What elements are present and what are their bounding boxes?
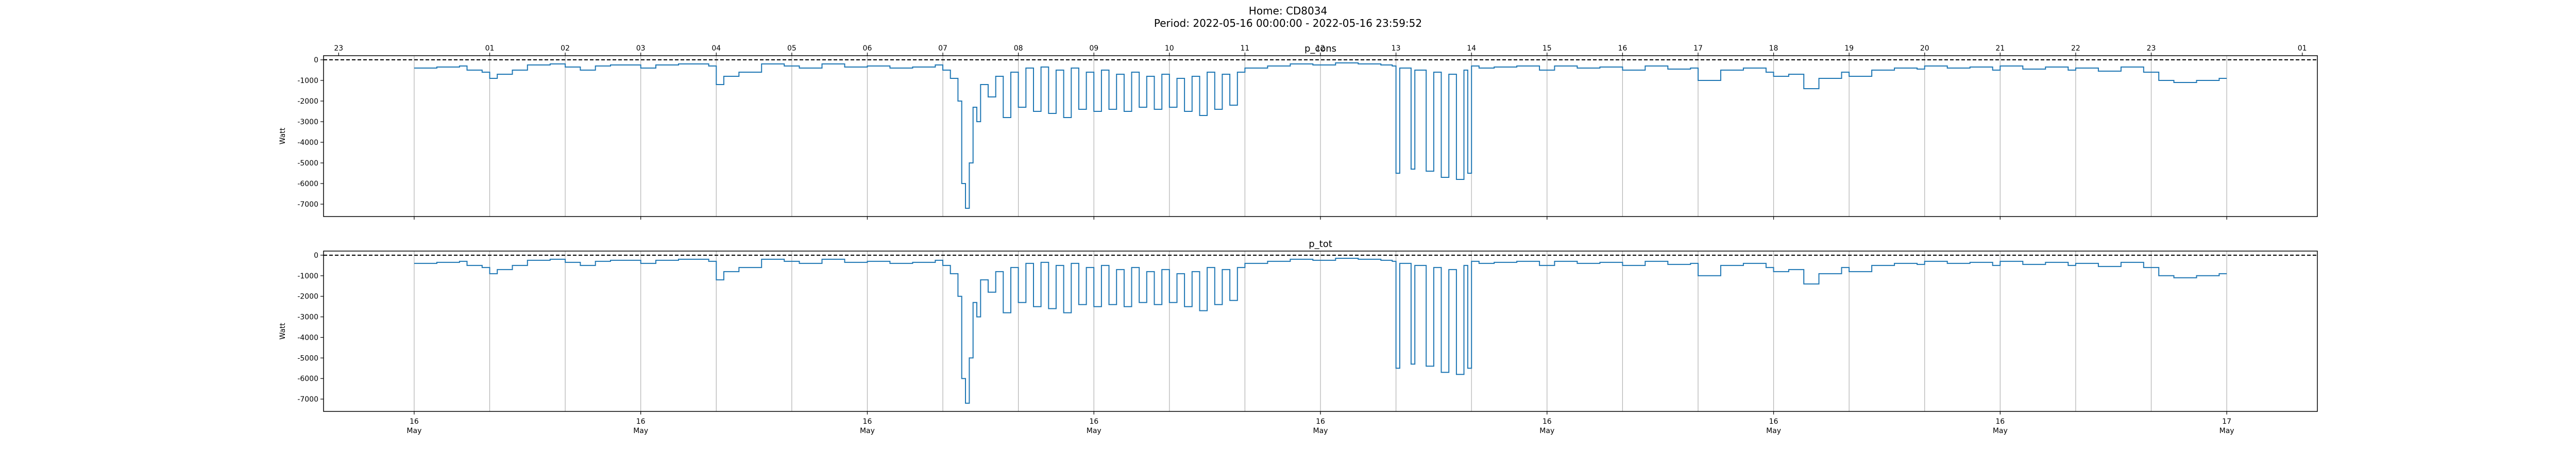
bottom-day-tick-label: 16 [1769, 418, 1778, 426]
bottom-day-tick-label: 17 [2222, 418, 2231, 426]
top-hour-tick-label: 02 [561, 44, 570, 53]
y-tick-label: -2000 [297, 97, 318, 106]
top-hour-tick-label: 09 [1089, 44, 1098, 53]
figure-title-period: Period: 2022-05-16 00:00:00 - 2022-05-16… [1154, 17, 1422, 29]
top-hour-tick-label: 04 [711, 44, 721, 53]
top-hour-tick-label: 13 [1392, 44, 1401, 53]
y-tick-label: -2000 [297, 293, 318, 301]
bottom-day-tick-label: 16 [1089, 418, 1098, 426]
bottom-day-tick-label: 16 [1995, 418, 2005, 426]
top-hour-tick-label: 07 [938, 44, 947, 53]
y-tick-label: -1000 [297, 77, 318, 85]
series-line-p_cons [414, 62, 2227, 209]
bottom-month-tick-label: May [860, 427, 875, 435]
y-tick-label: -5000 [297, 354, 318, 362]
top-hour-tick-label: 15 [1543, 44, 1552, 53]
top-hour-tick-label: 05 [787, 44, 796, 53]
y-tick-label: -7000 [297, 201, 318, 209]
top-hour-tick-label: 23 [334, 44, 343, 53]
y-tick-label: -3000 [297, 313, 318, 322]
y-tick-label: -4000 [297, 334, 318, 342]
bottom-day-tick-label: 16 [863, 418, 872, 426]
panel-title: p_cons [1304, 43, 1336, 54]
top-hour-tick-label: 03 [636, 44, 646, 53]
bottom-month-tick-label: May [406, 427, 421, 435]
panel-title: p_tot [1309, 239, 1332, 250]
figure-title-home: Home: CD8034 [1249, 5, 1327, 17]
bottom-day-tick-label: 16 [636, 418, 646, 426]
y-tick-label: 0 [314, 252, 318, 260]
y-tick-label: 0 [314, 56, 318, 64]
y-tick-label: -4000 [297, 139, 318, 147]
y-tick-label: -6000 [297, 180, 318, 188]
top-hour-tick-label: 19 [1844, 44, 1854, 53]
y-tick-label: -1000 [297, 272, 318, 280]
top-hour-tick-label: 22 [2071, 44, 2080, 53]
y-tick-label: -7000 [297, 395, 318, 404]
y-tick-label: -5000 [297, 159, 318, 168]
y-axis-label: Watt [279, 127, 287, 144]
top-hour-tick-label: 06 [863, 44, 872, 53]
top-hour-tick-label: 16 [1618, 44, 1627, 53]
bottom-day-tick-label: 16 [1543, 418, 1552, 426]
top-hour-tick-label: 08 [1014, 44, 1023, 53]
p-cons-panel: p_cons 0 -1000 -2000 -3000 -4000 -5000 -6000 -70… [279, 43, 2318, 220]
top-hour-tick-label: 17 [1693, 44, 1703, 53]
series-line-p_tot [414, 258, 2227, 404]
top-hour-tick-label: 01 [485, 44, 495, 53]
bottom-month-tick-label: May [633, 427, 648, 435]
bottom-month-tick-label: May [1993, 427, 2008, 435]
y-axis-label: Watt [279, 323, 287, 340]
top-hour-tick-label: 14 [1467, 44, 1476, 53]
bottom-month-tick-label: May [1313, 427, 1328, 435]
bottom-day-tick-label: 16 [410, 418, 419, 426]
p-tot-panel: p_tot 0 -1000 -2000 -3000 -4000 -5000 -6000 -700… [279, 239, 2318, 435]
y-tick-label: -6000 [297, 375, 318, 383]
top-hour-tick-label: 01 [2298, 44, 2307, 53]
bottom-month-tick-label: May [1766, 427, 1781, 435]
bottom-day-tick-label: 16 [1316, 418, 1325, 426]
bottom-month-tick-label: May [1087, 427, 1101, 435]
top-hour-tick-label: 20 [1920, 44, 1929, 53]
top-hour-tick-label: 12 [1316, 44, 1325, 53]
top-hour-tick-label: 23 [2147, 44, 2156, 53]
bottom-month-tick-label: May [1539, 427, 1554, 435]
top-hour-tick-label: 11 [1240, 44, 1249, 53]
top-hour-tick-label: 18 [1769, 44, 1778, 53]
y-tick-label: -3000 [297, 118, 318, 126]
top-hour-tick-label: 21 [1995, 44, 2005, 53]
bottom-month-tick-label: May [2219, 427, 2234, 435]
top-hour-tick-label: 10 [1165, 44, 1174, 53]
